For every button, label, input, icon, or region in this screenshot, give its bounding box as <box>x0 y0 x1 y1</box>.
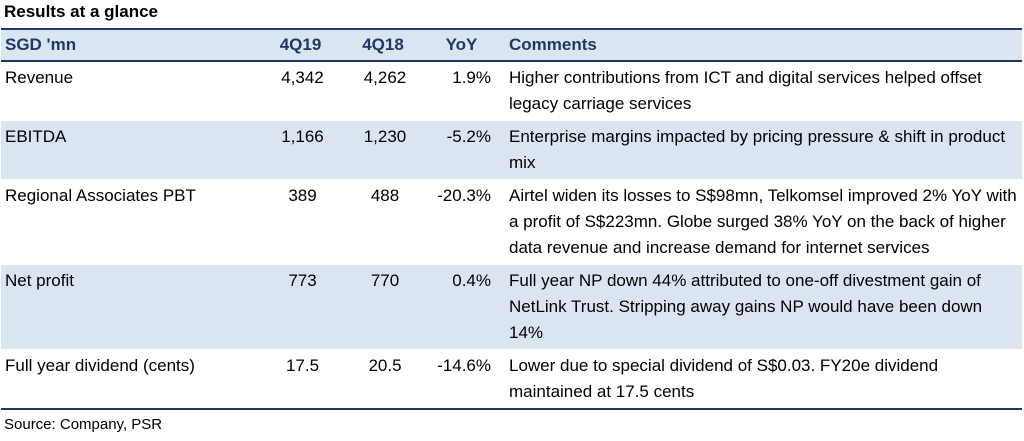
row-4q19: 773 <box>288 271 317 290</box>
results-table: SGD 'mn 4Q19 4Q18 YoY Comments Revenue 4… <box>1 28 1022 410</box>
table-row: Full year dividend (cents) 17.5 20.5 -14… <box>1 349 1022 410</box>
row-comment: Lower due to special dividend of S$0.03.… <box>505 349 1022 410</box>
row-comment: Enterprise margins impacted by pricing p… <box>509 127 1006 172</box>
row-4q19: 4,342 <box>281 68 324 87</box>
row-4q19: 1,166 <box>281 127 324 146</box>
header-4q19: 4Q19 <box>253 28 348 62</box>
row-yoy: -20.3% <box>437 186 491 205</box>
table-row: Revenue 4,342 4,262 1.9% Higher contribu… <box>1 61 1022 121</box>
row-yoy: 1.9% <box>452 68 491 87</box>
row-label: Full year dividend (cents) <box>1 349 253 410</box>
table-title: Results at a glance <box>4 2 159 21</box>
row-label: EBITDA <box>5 127 67 146</box>
row-label: Net profit <box>5 271 74 290</box>
row-label: Regional Associates PBT <box>5 186 196 205</box>
row-label: Revenue <box>5 68 74 87</box>
header-row: SGD 'mn 4Q19 4Q18 YoY Comments <box>1 28 1022 62</box>
header-4q18: 4Q18 <box>348 28 418 62</box>
row-comment: Full year NP down 44% attributed to one-… <box>509 271 983 342</box>
table-row: EBITDA 1,166 1,230 -5.2% Enterprise marg… <box>1 120 1022 180</box>
table-row: Regional Associates PBT 389 488 -20.3% A… <box>1 180 1022 265</box>
row-4q18: 488 <box>370 186 400 205</box>
row-comment: Airtel widen its losses to S$98mn, Telko… <box>509 186 1017 257</box>
header-yoy: YoY <box>418 28 505 62</box>
row-4q19: 17.5 <box>253 349 348 410</box>
row-4q18: 1,230 <box>363 127 407 146</box>
table-row: Net profit 773 770 0.4% Full year NP dow… <box>1 264 1022 350</box>
header-comments: Comments <box>505 28 1022 62</box>
row-comment: Higher contributions from ICT and digita… <box>509 68 982 113</box>
row-yoy: -5.2% <box>446 127 491 146</box>
header-label: SGD 'mn <box>1 28 253 62</box>
row-4q18: 4,262 <box>363 68 407 87</box>
row-yoy: 0.4% <box>452 271 491 290</box>
row-4q18: 770 <box>370 271 400 290</box>
row-4q19: 389 <box>288 186 317 205</box>
source-note: Source: Company, PSR <box>4 416 163 433</box>
row-4q18: 20.5 <box>348 349 418 410</box>
row-yoy: -14.6% <box>418 349 505 410</box>
